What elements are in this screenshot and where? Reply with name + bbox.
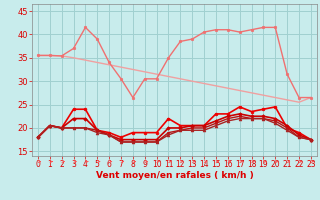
- X-axis label: Vent moyen/en rafales ( km/h ): Vent moyen/en rafales ( km/h ): [96, 171, 253, 180]
